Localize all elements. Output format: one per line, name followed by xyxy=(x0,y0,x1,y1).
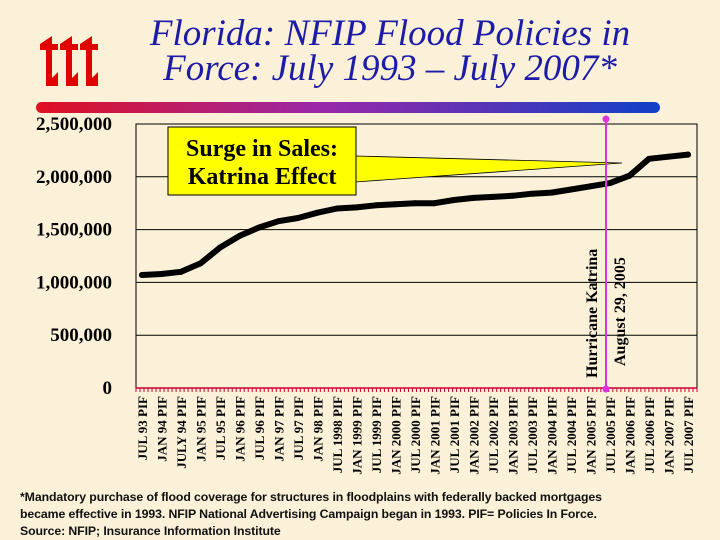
x-tick-label: JAN 2002 PIF xyxy=(467,396,482,475)
data-point xyxy=(217,244,223,251)
data-point xyxy=(392,201,399,208)
x-tick-label: JAN 95 PIF xyxy=(194,396,209,462)
title-line-1: Florida: NFIP Flood Policies in xyxy=(149,13,631,54)
page-title: Florida: NFIP Flood Policies in Force: J… xyxy=(110,13,670,89)
data-point xyxy=(490,193,496,200)
data-point xyxy=(626,172,633,179)
x-tick-label: JUL 97 PIF xyxy=(291,396,306,460)
data-point xyxy=(451,197,457,204)
callout-box xyxy=(167,126,357,196)
x-tick-label: JUL 1999 PIF xyxy=(369,396,384,473)
x-tick-label: JAN 2007 PIF xyxy=(662,396,677,475)
x-tick-label: JAN 2001 PIF xyxy=(428,396,443,475)
y-tick-label: 2,500,000 xyxy=(36,114,112,135)
data-point xyxy=(373,202,379,209)
data-point xyxy=(587,183,594,190)
data-point xyxy=(568,186,574,193)
x-tick-label: JUL 2000 PIF xyxy=(408,396,423,473)
x-tick-label: JUL 2005 PIF xyxy=(603,396,618,473)
x-tick-label: JULY 94 PIF xyxy=(174,396,189,469)
x-tick-label: JAN 94 PIF xyxy=(155,396,170,462)
data-point xyxy=(197,260,204,267)
data-point xyxy=(178,268,184,275)
x-tick-label: JAN 2004 PIF xyxy=(545,396,560,475)
y-tick-label: 2,000,000 xyxy=(36,167,112,188)
x-tick-label: JUL 96 PIF xyxy=(252,396,267,460)
x-tick-label: JUL 2002 PIF xyxy=(486,396,501,473)
data-point xyxy=(509,192,516,199)
katrina-label: Hurricane Katrina xyxy=(584,249,601,378)
data-point xyxy=(295,214,301,221)
x-tick-label: JAN 2000 PIF xyxy=(389,396,404,475)
x-tick-label: JUL 2001 PIF xyxy=(447,396,462,473)
data-point xyxy=(353,204,360,211)
x-tick-label: JUL 2007 PIF xyxy=(681,396,696,473)
data-point xyxy=(665,153,672,160)
data-point xyxy=(685,151,691,158)
y-tick-label: 1,000,000 xyxy=(36,272,112,293)
data-point xyxy=(236,232,243,239)
x-tick-label: JAN 97 PIF xyxy=(272,396,287,462)
data-point xyxy=(431,200,438,207)
data-point xyxy=(158,270,165,277)
footnote: *Mandatory purchase of flood coverage fo… xyxy=(20,489,602,540)
callout-line-2: Katrina Effect xyxy=(188,164,337,190)
x-tick-label: JAN 96 PIF xyxy=(233,396,248,462)
katrina-date-label: August 29, 2005 xyxy=(612,257,629,366)
x-tick-label: JAN 2005 PIF xyxy=(584,396,599,475)
iii-logo xyxy=(40,36,98,86)
x-tick-label: JUL 2006 PIF xyxy=(642,396,657,473)
x-tick-label: JAN 2003 PIF xyxy=(506,396,521,475)
data-point xyxy=(314,209,321,216)
data-point xyxy=(529,190,535,197)
x-tick-label: JUL 1998 PIF xyxy=(330,396,345,473)
footnote-source: Source: NFIP; Insurance Information Inst… xyxy=(20,524,281,538)
x-tick-label: JAN 1999 PIF xyxy=(350,396,365,475)
x-tick-label: JAN 98 PIF xyxy=(311,396,326,462)
title-underline-bar xyxy=(36,102,660,113)
footnote-line-2: became effective in 1993. NFIP National … xyxy=(20,507,597,521)
title-line-2: Force: July 1993 – July 2007* xyxy=(163,48,617,89)
data-point xyxy=(646,155,652,162)
y-tick-label: 500,000 xyxy=(50,325,112,346)
callout-line-1: Surge in Sales: xyxy=(186,136,338,162)
data-point xyxy=(470,194,477,201)
data-point xyxy=(334,205,340,212)
data-point xyxy=(139,272,145,279)
y-tick-label: 0 xyxy=(103,378,113,399)
x-tick-label: JUL 93 PIF xyxy=(135,396,150,460)
x-tick-label: JAN 2006 PIF xyxy=(623,396,638,475)
x-tick-label: JUL 95 PIF xyxy=(213,396,228,460)
callout-pointer xyxy=(354,155,623,183)
data-point xyxy=(548,189,555,196)
y-tick-label: 1,500,000 xyxy=(36,220,112,241)
x-tick-label: JUL 2004 PIF xyxy=(564,396,579,473)
x-tick-label: JUL 2003 PIF xyxy=(525,396,540,473)
data-point xyxy=(412,200,418,207)
data-point xyxy=(607,180,613,187)
footnote-line-1: *Mandatory purchase of flood coverage fo… xyxy=(20,490,602,504)
data-point xyxy=(256,224,262,231)
data-point xyxy=(275,218,282,225)
katrina-marker-bottom-dot xyxy=(602,385,610,393)
katrina-marker-top-dot xyxy=(602,115,610,123)
